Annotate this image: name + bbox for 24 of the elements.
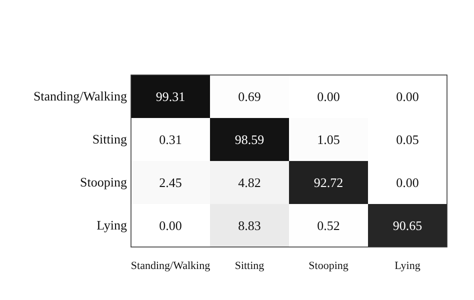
data-label: 0.05 — [396, 132, 419, 148]
data-label: 0.69 — [238, 89, 261, 104]
data-label: 0.00 — [396, 89, 419, 104]
data-label: 0.52 — [317, 218, 340, 234]
data-label: 0.00 — [396, 175, 419, 190]
y-tick-label: Sitting — [92, 132, 128, 147]
data-label: 4.82 — [238, 175, 261, 190]
x-tick-label: Stooping — [308, 260, 349, 272]
data-label: 90.65 — [392, 218, 422, 234]
y-tick-label: Stooping — [80, 174, 128, 190]
x-tick-label: Lying — [394, 260, 421, 272]
data-label: 8.83 — [238, 218, 261, 234]
data-label: 2.45 — [159, 175, 182, 190]
data-label: 99.31 — [156, 89, 186, 104]
data-label: 92.72 — [314, 175, 344, 190]
data-label: 0.00 — [317, 89, 340, 104]
data-label: 0.00 — [159, 218, 182, 234]
data-label: 1.05 — [317, 132, 340, 148]
x-tick-label: Sitting — [234, 260, 265, 272]
data-label: 0.31 — [159, 132, 182, 148]
x-tick-label: Standing/Walking — [130, 260, 211, 272]
data-label: 98.59 — [234, 132, 264, 148]
y-tick-label: Lying — [96, 218, 128, 233]
y-tick-label: Standing/Walking — [33, 88, 128, 104]
